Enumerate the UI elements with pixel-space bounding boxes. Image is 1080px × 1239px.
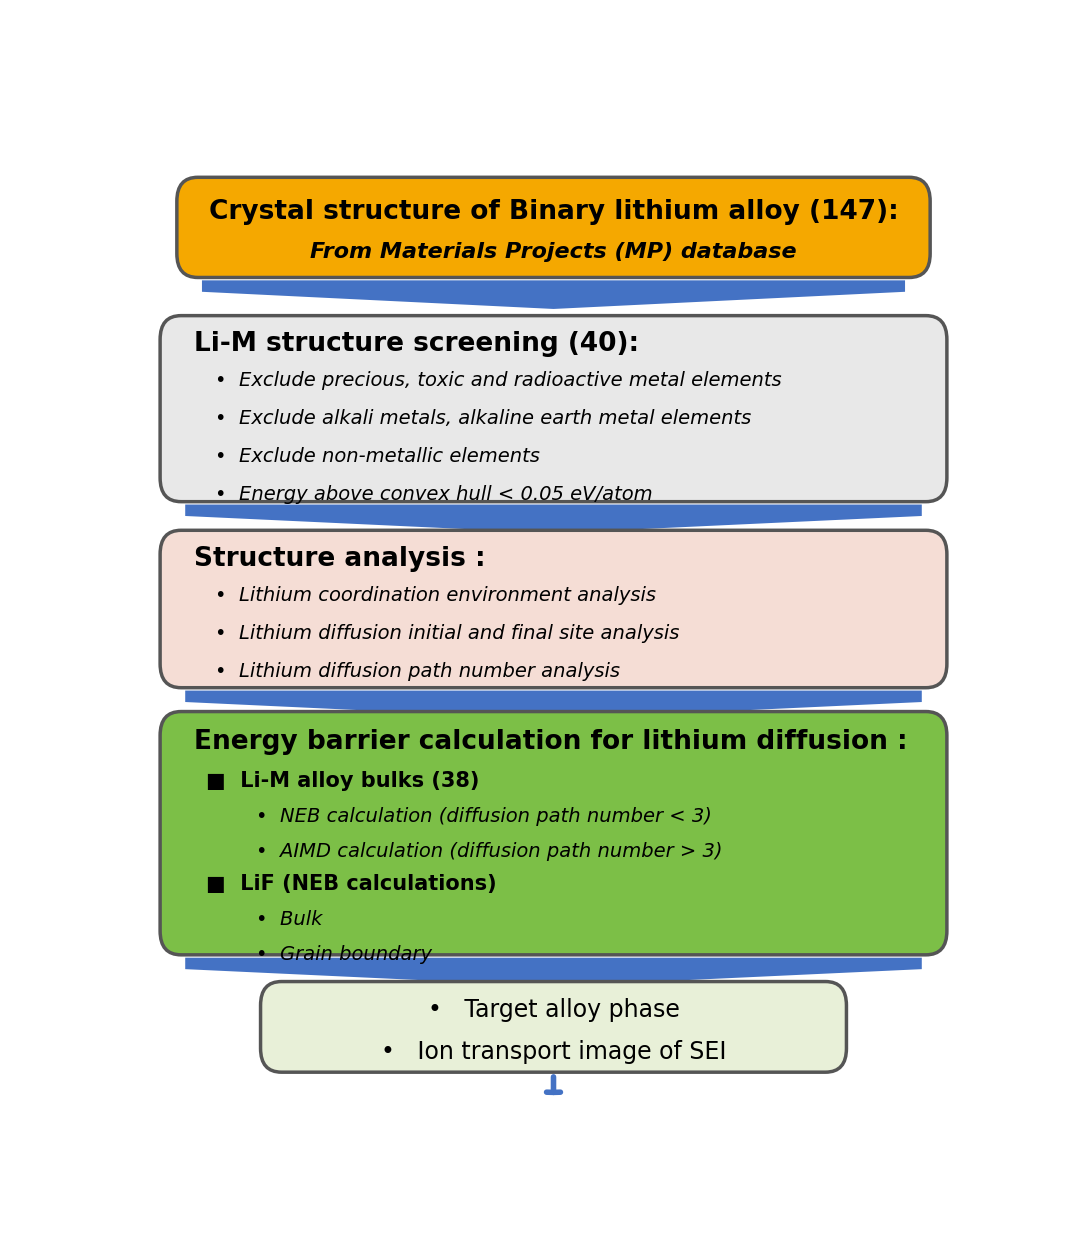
FancyBboxPatch shape xyxy=(260,981,847,1072)
Text: •  Lithium diffusion path number analysis: • Lithium diffusion path number analysis xyxy=(215,662,620,681)
FancyBboxPatch shape xyxy=(160,711,947,955)
Text: ■  LiF (NEB calculations): ■ LiF (NEB calculations) xyxy=(206,875,497,895)
Polygon shape xyxy=(202,280,905,309)
Text: •  Grain boundary: • Grain boundary xyxy=(256,945,432,964)
Polygon shape xyxy=(186,504,922,533)
Text: •  Lithium coordination environment analysis: • Lithium coordination environment analy… xyxy=(215,586,656,605)
Text: Energy barrier calculation for lithium diffusion :: Energy barrier calculation for lithium d… xyxy=(193,729,907,755)
Polygon shape xyxy=(186,690,922,719)
Text: •  NEB calculation (diffusion path number < 3): • NEB calculation (diffusion path number… xyxy=(256,807,712,826)
Text: •  Bulk: • Bulk xyxy=(256,909,323,929)
FancyBboxPatch shape xyxy=(160,316,947,502)
FancyBboxPatch shape xyxy=(177,177,930,278)
Text: Li-M structure screening (40):: Li-M structure screening (40): xyxy=(193,331,638,357)
Text: •  Exclude non-metallic elements: • Exclude non-metallic elements xyxy=(215,447,539,466)
Text: •  Energy above convex hull < 0.05 eV/atom: • Energy above convex hull < 0.05 eV/ato… xyxy=(215,486,652,504)
Text: •  Exclude alkali metals, alkaline earth metal elements: • Exclude alkali metals, alkaline earth … xyxy=(215,409,751,429)
Text: •   Target alloy phase: • Target alloy phase xyxy=(428,999,679,1022)
Text: •   Ion transport image of SEI: • Ion transport image of SEI xyxy=(381,1041,726,1064)
Polygon shape xyxy=(186,958,922,986)
FancyBboxPatch shape xyxy=(160,530,947,688)
Text: Structure analysis :: Structure analysis : xyxy=(193,546,485,572)
Text: •  Lithium diffusion initial and final site analysis: • Lithium diffusion initial and final si… xyxy=(215,623,679,643)
Text: Crystal structure of Binary lithium alloy (147):: Crystal structure of Binary lithium allo… xyxy=(208,199,899,225)
Text: •  Exclude precious, toxic and radioactive metal elements: • Exclude precious, toxic and radioactiv… xyxy=(215,370,781,390)
Text: ■  Li-M alloy bulks (38): ■ Li-M alloy bulks (38) xyxy=(206,771,480,792)
Text: From Materials Projects (MP) database: From Materials Projects (MP) database xyxy=(310,243,797,263)
Text: •  AIMD calculation (diffusion path number > 3): • AIMD calculation (diffusion path numbe… xyxy=(256,843,723,861)
